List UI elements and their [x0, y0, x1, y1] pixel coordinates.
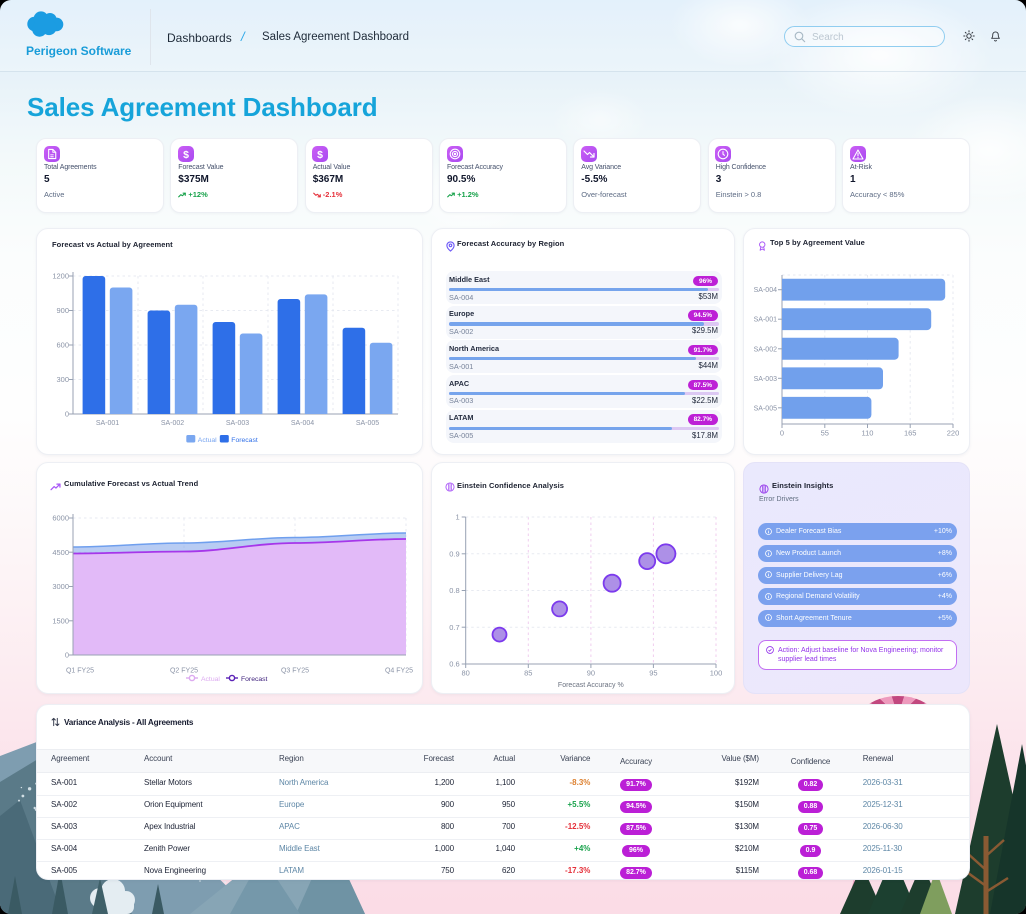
- svg-text:55: 55: [821, 429, 829, 438]
- svg-text:SA-002: SA-002: [161, 420, 184, 427]
- svg-text:Forecast: Forecast: [231, 437, 258, 444]
- svg-text:Actual: Actual: [201, 676, 220, 683]
- svg-text:SA-001: SA-001: [754, 317, 777, 324]
- svg-text:Forecast Accuracy %: Forecast Accuracy %: [558, 682, 624, 689]
- svg-text:0.9: 0.9: [449, 549, 459, 558]
- svg-text:85: 85: [524, 669, 532, 678]
- svg-text:Forecast: Forecast: [241, 676, 268, 683]
- svg-text:0: 0: [780, 429, 784, 438]
- svg-text:Q1 FY25: Q1 FY25: [66, 668, 94, 675]
- svg-text:$: $: [183, 149, 189, 160]
- svg-text:900: 900: [56, 306, 69, 315]
- svg-text:80: 80: [462, 669, 470, 678]
- svg-text:90: 90: [587, 669, 595, 678]
- svg-text:Q3 FY25: Q3 FY25: [281, 668, 309, 675]
- svg-text:95: 95: [649, 669, 657, 678]
- svg-text:SA-002: SA-002: [754, 346, 777, 353]
- svg-text:3000: 3000: [52, 582, 69, 591]
- svg-text:0.7: 0.7: [449, 623, 459, 632]
- svg-text:110: 110: [862, 429, 874, 438]
- svg-text:6000: 6000: [52, 514, 69, 523]
- svg-text:SA-005: SA-005: [754, 405, 777, 412]
- svg-text:SA-003: SA-003: [754, 376, 777, 383]
- svg-text:600: 600: [56, 341, 69, 350]
- svg-text:Actual: Actual: [198, 437, 217, 444]
- svg-text:SA-003: SA-003: [226, 420, 249, 427]
- svg-text:SA-004: SA-004: [754, 287, 777, 294]
- svg-text:SA-005: SA-005: [356, 420, 379, 427]
- svg-text:SA-004: SA-004: [291, 420, 314, 427]
- svg-text:165: 165: [904, 429, 917, 438]
- svg-text:0: 0: [65, 410, 69, 419]
- svg-text:220: 220: [947, 429, 960, 438]
- svg-text:0: 0: [65, 651, 69, 660]
- svg-text:300: 300: [56, 375, 69, 384]
- svg-text:1: 1: [456, 513, 460, 522]
- svg-text:0.8: 0.8: [449, 586, 459, 595]
- svg-text:Q2 FY25: Q2 FY25: [170, 668, 198, 675]
- svg-text:100: 100: [710, 669, 723, 678]
- svg-text:1500: 1500: [52, 616, 69, 625]
- svg-text:0.6: 0.6: [449, 660, 459, 669]
- svg-text:Q4 FY25: Q4 FY25: [385, 668, 413, 675]
- svg-text:4500: 4500: [52, 548, 69, 557]
- svg-text:SA-001: SA-001: [96, 420, 119, 427]
- svg-text:$: $: [317, 149, 323, 160]
- svg-text:1200: 1200: [52, 272, 69, 281]
